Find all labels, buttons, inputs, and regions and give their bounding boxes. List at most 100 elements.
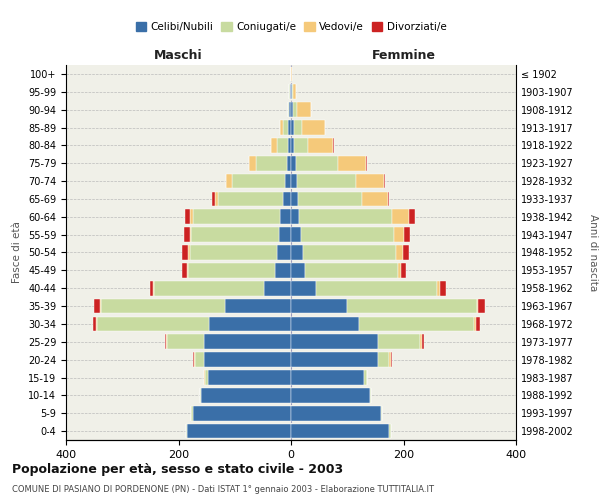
Bar [287, 102, 289, 117]
Bar [278, 228, 291, 242]
Bar [283, 120, 288, 135]
Bar [476, 316, 480, 331]
Bar [190, 210, 193, 224]
Bar [364, 370, 367, 385]
Bar [200, 388, 201, 402]
Legend: Celibi/Nubili, Coniugati/e, Vedovi/e, Divorziati/e: Celibi/Nubili, Coniugati/e, Vedovi/e, Di… [131, 18, 451, 36]
Bar [166, 334, 167, 349]
Bar [96, 316, 97, 331]
Bar [362, 192, 388, 206]
Bar [291, 370, 364, 385]
Bar [437, 281, 440, 295]
Bar [398, 263, 401, 278]
Bar [264, 281, 291, 295]
Y-axis label: Anni di nascita: Anni di nascita [587, 214, 598, 291]
Bar [271, 138, 277, 152]
Bar [291, 66, 292, 81]
Bar [287, 156, 291, 170]
Bar [293, 84, 296, 99]
Bar [154, 281, 264, 295]
Bar [304, 245, 396, 260]
Bar [291, 228, 301, 242]
Bar [288, 138, 291, 152]
Bar [218, 192, 283, 206]
Bar [186, 424, 187, 438]
Bar [338, 156, 366, 170]
Bar [389, 352, 391, 367]
Bar [440, 281, 446, 295]
Bar [296, 174, 356, 188]
Bar [478, 298, 485, 314]
Bar [366, 156, 367, 170]
Bar [370, 388, 371, 402]
Bar [194, 352, 196, 367]
Bar [187, 263, 188, 278]
Bar [204, 334, 291, 349]
Bar [190, 245, 277, 260]
Bar [476, 298, 478, 314]
Bar [356, 174, 384, 188]
Bar [292, 84, 293, 99]
Bar [291, 352, 378, 367]
Bar [256, 156, 287, 170]
Bar [288, 120, 291, 135]
Bar [391, 352, 392, 367]
Bar [389, 424, 391, 438]
Bar [182, 263, 187, 278]
Bar [226, 174, 232, 188]
Bar [359, 316, 474, 331]
Bar [297, 102, 311, 117]
Bar [101, 298, 224, 314]
Bar [93, 316, 96, 331]
Bar [316, 281, 437, 295]
Bar [291, 156, 296, 170]
Bar [347, 298, 476, 314]
Bar [298, 192, 362, 206]
Text: Maschi: Maschi [154, 50, 203, 62]
Bar [333, 138, 334, 152]
Bar [392, 210, 409, 224]
Bar [401, 263, 406, 278]
Bar [184, 228, 190, 242]
Bar [289, 102, 291, 117]
Bar [209, 316, 291, 331]
Text: COMUNE DI PASIANO DI PORDENONE (PN) - Dati ISTAT 1° gennaio 2003 - Elaborazione : COMUNE DI PASIANO DI PORDENONE (PN) - Da… [12, 485, 434, 494]
Bar [280, 210, 291, 224]
Bar [302, 120, 325, 135]
Bar [204, 352, 291, 367]
Bar [291, 424, 389, 438]
Bar [291, 192, 298, 206]
Bar [193, 406, 291, 420]
Bar [165, 334, 166, 349]
Bar [291, 84, 292, 99]
Bar [305, 263, 398, 278]
Bar [396, 245, 403, 260]
Bar [378, 334, 421, 349]
Bar [188, 263, 275, 278]
Bar [404, 228, 410, 242]
Bar [308, 138, 333, 152]
Bar [381, 406, 382, 420]
Bar [191, 406, 193, 420]
Bar [291, 388, 370, 402]
Bar [280, 120, 283, 135]
Bar [277, 245, 291, 260]
Text: Popolazione per età, sesso e stato civile - 2003: Popolazione per età, sesso e stato civil… [12, 462, 343, 475]
Bar [100, 298, 101, 314]
Bar [290, 84, 291, 99]
Bar [294, 138, 308, 152]
Bar [294, 120, 302, 135]
Bar [291, 263, 305, 278]
Bar [224, 298, 291, 314]
Bar [187, 424, 291, 438]
Bar [388, 192, 389, 206]
Bar [208, 370, 291, 385]
Bar [188, 245, 190, 260]
Bar [291, 334, 378, 349]
Bar [293, 102, 297, 117]
Bar [185, 210, 190, 224]
Bar [182, 245, 188, 260]
Bar [474, 316, 476, 331]
Bar [204, 370, 205, 385]
Bar [193, 210, 280, 224]
